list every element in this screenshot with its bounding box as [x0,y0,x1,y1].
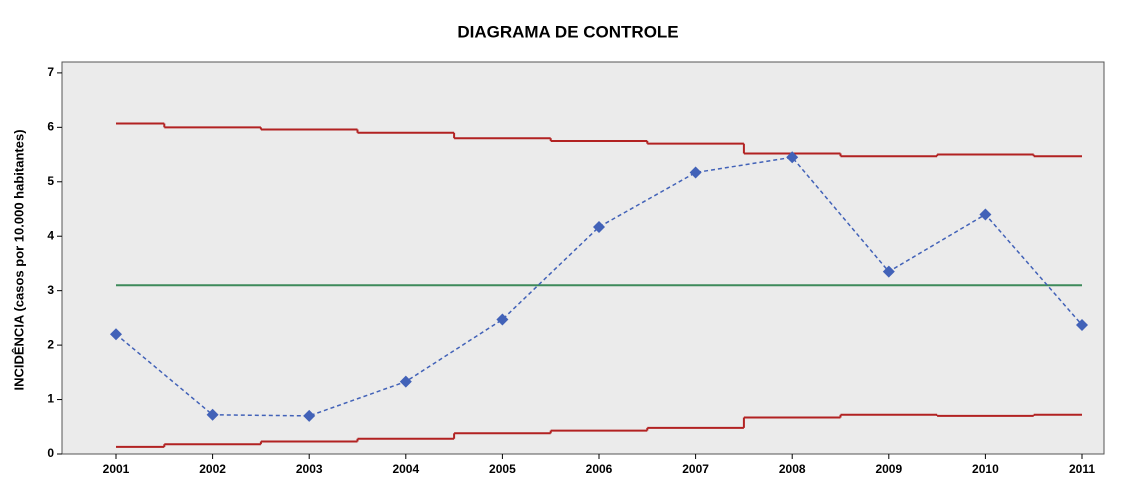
y-axis-label: INCIDÊNCIA (casos por 10.000 habitantes) [11,129,26,390]
y-tick-label: 6 [47,120,54,134]
y-tick-label: 2 [47,337,54,351]
marker [496,313,509,326]
x-tick-label: 2006 [586,462,613,476]
y-tick-label: 0 [47,446,54,460]
marker [882,265,895,278]
marker [979,208,992,221]
data-line [115,156,1083,417]
x-tick-label: 2010 [972,462,999,476]
y-tick-label: 3 [47,283,54,297]
x-tick-label: 2001 [103,462,130,476]
y-tick-label: 1 [47,392,54,406]
x-tick-label: 2004 [392,462,419,476]
marker [1076,318,1088,331]
y-tick-label: 4 [47,228,54,242]
marker [110,328,122,341]
marker [206,408,219,421]
marker [786,151,799,164]
x-tick-label: 2007 [682,462,709,476]
marker [399,375,412,388]
y-tick-label: 7 [47,65,54,79]
x-tick-label: 2002 [199,462,226,476]
x-tick-label: 2008 [779,462,806,476]
marker [689,166,702,179]
x-tick-label: 2005 [489,462,516,476]
x-tick-label: 2009 [875,462,902,476]
marker [593,220,605,233]
chart-title: DIAGRAMA DE CONTROLE [457,22,678,41]
plot-area [61,61,1105,455]
x-tick-label: 2011 [1069,462,1095,476]
x-tick-label: 2003 [296,462,323,476]
y-tick-label: 5 [47,174,54,188]
marker [303,409,316,422]
